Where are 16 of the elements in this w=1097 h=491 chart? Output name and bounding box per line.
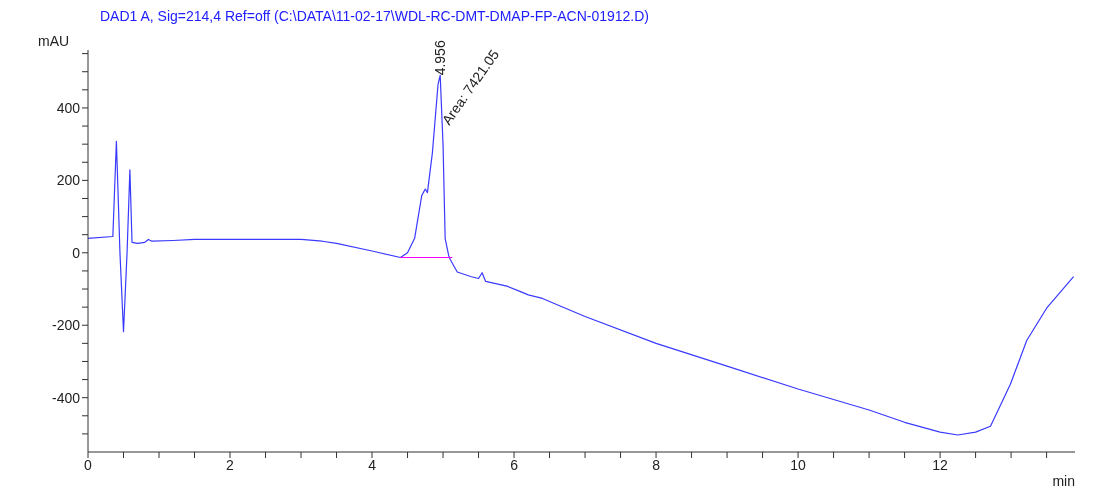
x-tick-label: 10 bbox=[790, 456, 807, 473]
x-tick-label: 6 bbox=[510, 456, 519, 473]
x-tick-label: 2 bbox=[226, 456, 235, 473]
chart-title: DAD1 A, Sig=214,4 Ref=off (C:\DATA\11-02-17\WDL-RC-DMT-DMAP-FP-ACN-01912.D) bbox=[99, 8, 650, 26]
x-tick-label: 4 bbox=[368, 456, 377, 473]
y-tick-label: -400 bbox=[51, 389, 81, 406]
x-tick-label: 12 bbox=[932, 456, 949, 473]
annotation: 4.956 bbox=[431, 40, 448, 76]
x-tick-label: 8 bbox=[652, 456, 661, 473]
y-tick-label: -200 bbox=[51, 317, 81, 334]
y-tick-label: 0 bbox=[72, 244, 81, 261]
y-tick-label: 200 bbox=[56, 172, 81, 189]
x-axis-title: min bbox=[1052, 473, 1075, 489]
y-tick-label: 400 bbox=[56, 99, 81, 116]
x-tick-label: 0 bbox=[84, 456, 93, 473]
y-axis-title: mAU bbox=[38, 32, 70, 49]
